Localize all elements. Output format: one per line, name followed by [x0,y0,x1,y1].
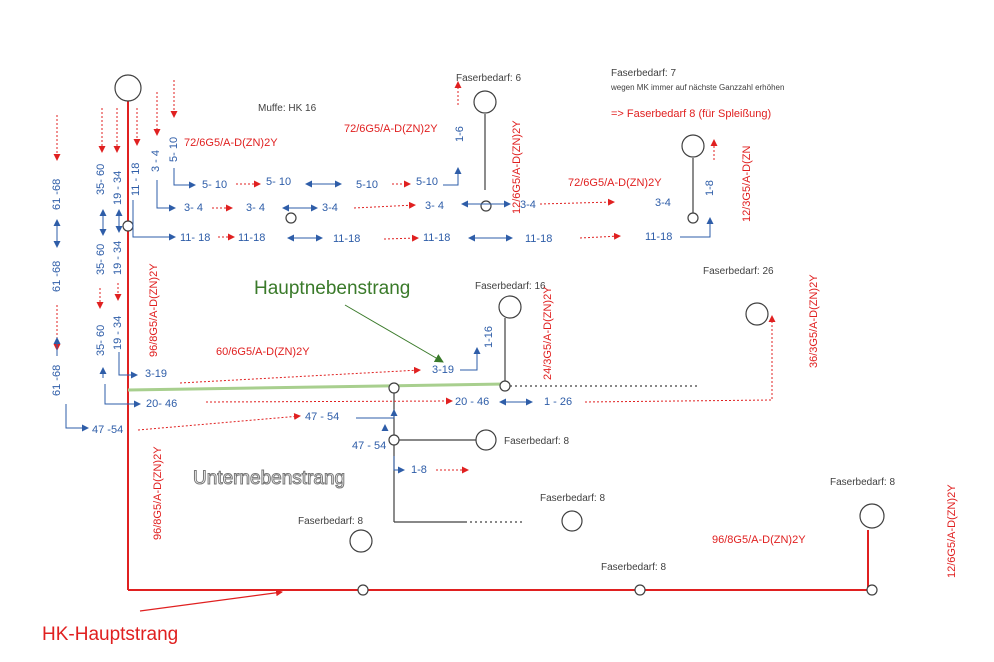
range-11-18-e: 11-18 [525,233,552,245]
end-node-f8-a [475,429,497,451]
range-1-26: 1 - 26 [544,396,572,408]
range-47-54-b: 47 - 54 [305,411,339,423]
range-3-4-c: 3-4 [322,202,338,214]
range-47-54-c: 47 - 54 [352,440,386,452]
end-node-f8-c [349,529,373,553]
range-3-19-b: 3-19 [432,364,454,376]
hauptnebenstrang-title: Hauptnebenstrang [254,278,410,299]
red-feed-l-arrows [584,315,776,403]
demand-label-8-b: Faserbedarf: 8 [540,493,605,504]
range-35-60-c: 35- 60 [95,325,107,356]
end-node-f16 [498,295,522,319]
demand-label-8-a: Faserbedarf: 8 [504,436,569,447]
note-faserbedarf-7: Faserbedarf: 7 [611,68,676,79]
cable-label-72-a: 72/6G5/A-D(ZN)2Y [184,137,278,149]
muffe-hk16-node [114,74,142,102]
range-20-46-b: 20 - 46 [455,396,489,408]
note-faserbedarf-8-spleiss: => Faserbedarf 8 (für Spleißung) [611,108,771,120]
note-km-muffe: Muffe: HK 16 [258,103,317,114]
end-node-f7 [681,134,705,158]
cable-label-96-a: 96/8G5/A-D(ZN)2Y [148,263,160,357]
end-node-f6 [473,90,497,114]
range-20-46-a: 20- 46 [146,398,177,410]
demand-label-8-d: Faserbedarf: 8 [601,562,666,573]
range-11-18-b: 11-18 [238,232,265,244]
range-19-34-b: 19 - 34 [112,241,124,275]
end-node-f8-b [561,510,583,532]
demand-label-8-c: Faserbedarf: 8 [298,516,363,527]
demand-label-26: Faserbedarf: 26 [703,266,774,277]
range-1-8-top: 1-8 [704,180,716,196]
hauptnebenstrang-pointer [344,304,444,363]
cable-label-60: 60/6G5/A-D(ZN)2Y [216,346,310,358]
range-61-68-c: 61 -68 [51,365,63,396]
hk-hauptstrang-title: HK-Hauptstrang [42,624,178,645]
note-ganzzahl: wegen MK immer auf nächste Ganzzahl erhö… [610,83,784,92]
range-11-18-a: 11- 18 [180,232,210,244]
hauptnebenstrang-line [127,382,506,392]
range-3-4-a: 3- 4 [184,202,203,214]
range-11-18-d: 11-18 [423,232,450,244]
end-node-f26 [745,302,769,326]
cable-label-12-d: 12/6G5/A-D(ZN)2Y [946,484,958,578]
range-5-10-vertical: 5- 10 [168,137,180,162]
range-1-6: 1-6 [454,126,466,142]
cable-label-12-b: 12/3G5/A-D(ZN [741,146,753,222]
range-5-10-d: 5-10 [416,176,438,188]
demand-label-6: Faserbedarf: 6 [456,73,521,84]
range-35-60-b: 35- 60 [95,244,107,275]
range-5-10-b: 5- 10 [266,176,291,188]
range-35-60-a: 35- 60 [95,164,107,195]
hk-hauptstrang-pointer [139,589,283,612]
range-11-18-c: 11-18 [333,233,360,245]
hk-hauptstrang-line [127,100,869,591]
range-3-4-b: 3- 4 [246,202,265,214]
demand-label-16: Faserbedarf: 16 [475,281,546,292]
cable-label-72-c: 72/6G5/A-D(ZN)2Y [568,177,662,189]
cable-label-72-b: 72/6G5/A-D(ZN)2Y [344,123,438,135]
blue-connectors [53,167,714,474]
range-19-34-a: 19 - 34 [112,171,124,205]
unternebenstrang-title: Unternebenstrang [193,468,345,489]
range-11-18-f: 11-18 [645,231,672,243]
range-3-19-a: 3-19 [145,368,167,380]
cable-label-96-b: 96/8G5/A-D(ZN)2Y [152,446,164,540]
range-1-8-low: 1-8 [411,464,427,476]
range-5-10-c: 5-10 [356,179,378,191]
node-circles [114,74,885,596]
red-horizontal-arrows [137,180,621,474]
range-19-34-c: 19 - 34 [112,316,124,350]
end-node-f8-e [859,503,885,529]
range-61-68-a: 61 -68 [51,179,63,210]
cable-label-96-c: 96/8G5/A-D(ZN)2Y [712,534,806,546]
demand-label-8-e: Faserbedarf: 8 [830,477,895,488]
range-3-4-f: 3-4 [655,197,671,209]
range-47-54-a: 47 -54 [92,424,123,436]
cable-label-12-a: 12/6G5/A-D(ZN)2Y [511,120,523,214]
range-5-10-a: 5- 10 [202,179,227,191]
range-61-68-b: 61 -68 [51,261,63,292]
range-3-4-vertical: 3 - 4 [150,150,162,172]
cable-label-36: 36/3G5/A-D(ZN)2Y [808,274,820,368]
range-11-18-vertical: 11 - 18 [130,163,142,196]
range-3-4-e: 3-4 [520,199,536,211]
range-3-4-d: 3- 4 [425,200,444,212]
cable-label-24: 24/3G5/A-D(ZN)2Y [542,286,554,380]
range-1-16: 1-16 [483,326,495,348]
